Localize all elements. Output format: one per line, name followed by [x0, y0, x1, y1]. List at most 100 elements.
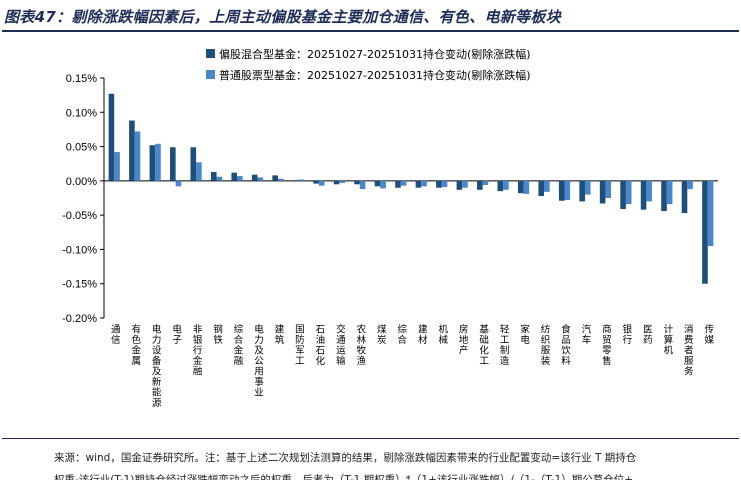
bar-stock-5	[196, 162, 202, 181]
bar-stock-20	[503, 180, 509, 190]
y-tick-label: -0.15%	[62, 279, 97, 291]
bar-stock-10	[298, 179, 305, 181]
bar-hybrid-23	[558, 180, 565, 201]
x-tick-label: 机械	[436, 323, 448, 345]
x-tick-label: 医药	[641, 324, 653, 345]
bar-stock-9	[277, 178, 284, 181]
x-tick-label: 通信	[109, 324, 121, 345]
footer-divider	[2, 438, 739, 439]
bar-hybrid-28	[661, 180, 667, 212]
bar-hybrid-14	[374, 180, 381, 187]
bar-hybrid-7	[231, 172, 238, 181]
x-tick-label: 钢铁	[211, 323, 223, 345]
bar-stock-30	[707, 180, 714, 246]
bar-stock-22	[544, 180, 550, 192]
bar-stock-11	[318, 180, 325, 186]
x-tick-label: 非银行金融	[191, 323, 203, 376]
y-tick-label: -0.10%	[62, 244, 97, 256]
bar-hybrid-2	[129, 120, 135, 181]
bar-stock-1	[114, 152, 120, 181]
bar-stock-16	[421, 180, 427, 187]
x-tick-label: 银行	[620, 323, 632, 345]
title-divider	[2, 30, 739, 32]
x-tick-label: 消费者服务	[682, 323, 694, 376]
x-tick-label: 传媒	[702, 323, 714, 345]
x-tick-label: 汽车	[579, 323, 591, 345]
bar-chart: 偏股混合型基金：20251027-20251031持仓变动(剔除涨跌幅) 普通股票…	[62, 47, 718, 408]
x-tick-label: 煤炭	[375, 323, 387, 345]
bar-hybrid-15	[395, 180, 401, 188]
bar-stock-26	[625, 180, 632, 205]
x-axis-labels: 通信 有色金属 电力设备及新能源 电子 非银行金融 钢铁 综合金融 电力及公用事业 建筑 国防军工…	[109, 323, 714, 408]
y-tick-label: 0.00%	[66, 176, 97, 188]
bar-hybrid-4	[170, 147, 176, 181]
x-tick-label: 轻工制造	[498, 323, 510, 366]
bar-hybrid-27	[640, 180, 647, 210]
bar-hybrid-10	[292, 180, 299, 181]
bar-stock-23	[564, 180, 571, 201]
bar-stock-21	[523, 180, 530, 194]
bar-hybrid-3	[149, 145, 156, 181]
y-tick-label: 0.15%	[66, 73, 97, 85]
bar-hybrid-11	[313, 180, 319, 184]
source-note-line-2: 权重-该行业(T-1)期持仓经过涨跌幅变动之后的权重，后者为（T-1 期权重）*…	[54, 474, 634, 480]
bar-hybrid-26	[620, 180, 626, 209]
bar-stock-3	[155, 143, 161, 181]
bar-stock-29	[687, 180, 693, 190]
x-tick-label: 农林牧渔	[354, 323, 366, 366]
bar-stock-25	[605, 180, 612, 198]
y-axis: 0.15% 0.10% 0.05% 0.00% -0.05% -0.10% -0.15% -0…	[62, 73, 718, 325]
x-tick-label: 交通运输	[334, 323, 346, 366]
legend-swatch-2	[206, 70, 215, 79]
x-tick-label: 建筑	[272, 323, 284, 345]
x-tick-label: 建材	[416, 323, 428, 345]
x-tick-label: 国防军工	[293, 324, 305, 366]
bar-hybrid-16	[415, 180, 422, 188]
x-tick-label: 纺织服装	[539, 323, 551, 366]
bar-hybrid-29	[681, 180, 688, 214]
x-tick-label: 电子	[170, 323, 182, 345]
bar-stock-8	[257, 177, 264, 181]
x-tick-label: 计算机	[661, 323, 673, 355]
chart-title: 图表47：剔除涨跌幅因素后，上周主动偏股基金主要加仓通信、有色、电新等板块	[4, 8, 561, 26]
bar-stock-14	[380, 180, 386, 189]
y-tick-label: 0.10%	[66, 107, 97, 119]
x-tick-label: 石油石化	[313, 324, 325, 366]
x-tick-label: 商贸零售	[600, 323, 612, 366]
x-tick-label: 基础化工	[477, 323, 489, 366]
bar-stock-13	[359, 180, 366, 190]
x-tick-label: 电力设备及新能源	[150, 323, 162, 408]
bar-stock-17	[441, 180, 448, 188]
bar-hybrid-21	[517, 180, 524, 194]
x-tick-label: 电力及公用事业	[252, 323, 264, 397]
legend-swatch-1	[206, 49, 215, 58]
bar-hybrid-18	[456, 180, 463, 190]
y-tick-label: -0.20%	[62, 313, 97, 325]
source-note-line-1: 来源：wind，国金证券研究所。注：基于上述二次规划法测算的结果，剔除涨跌幅因素…	[54, 452, 637, 464]
bar-stock-7	[237, 176, 243, 181]
bar-hybrid-8	[251, 174, 258, 181]
bar-stock-19	[482, 180, 489, 185]
bar-stock-28	[666, 180, 673, 205]
legend-label-1: 偏股混合型基金：20251027-20251031持仓变动(剔除涨跌幅)	[219, 47, 531, 61]
bar-hybrid-12	[333, 180, 340, 185]
bar-hybrid-17	[436, 180, 442, 188]
x-tick-label: 有色金属	[129, 323, 141, 366]
x-tick-label: 家电	[518, 323, 530, 345]
source-note: 来源：wind，国金证券研究所。注：基于上述二次规划法测算的结果，剔除涨跌幅因素…	[54, 447, 738, 480]
bar-hybrid-30	[702, 180, 708, 284]
bar-stock-15	[400, 180, 407, 186]
y-tick-label: -0.05%	[62, 210, 97, 222]
legend-label-2: 普通股票型基金：20251027-20251031持仓变动(剔除涨跌幅)	[219, 68, 531, 82]
x-tick-label: 食品饮料	[559, 323, 571, 366]
bar-hybrid-19	[477, 180, 483, 190]
bar-stock-27	[646, 180, 652, 202]
bar-hybrid-1	[108, 93, 115, 181]
x-tick-label: 综合	[395, 323, 407, 345]
bars	[108, 93, 714, 284]
x-tick-label: 房地产	[457, 323, 469, 355]
bar-stock-2	[134, 131, 141, 181]
bar-hybrid-24	[579, 180, 585, 202]
bar-hybrid-5	[190, 147, 197, 181]
bar-stock-12	[339, 180, 345, 183]
